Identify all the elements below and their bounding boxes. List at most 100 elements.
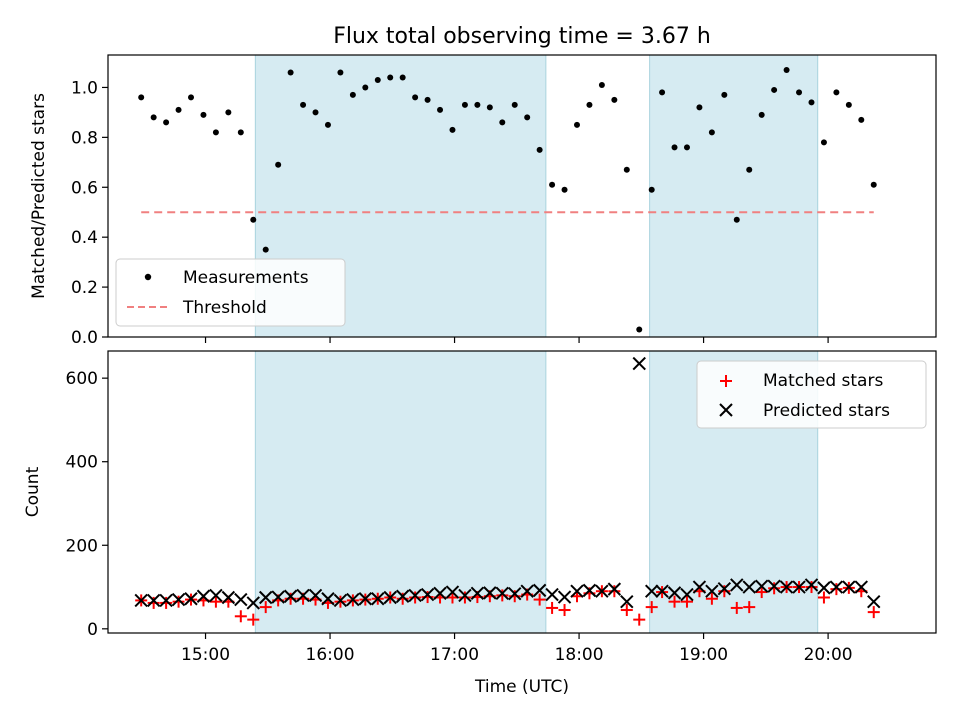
matched-star-point: [496, 589, 509, 602]
matched-star-point: [396, 592, 409, 605]
bottom-y-tick-label: 0: [87, 620, 98, 640]
predicted-star-stroke-b: [717, 582, 732, 596]
predicted-star-point: [804, 578, 819, 592]
bottom-y-tick-label: 200: [66, 536, 98, 556]
predicted-star-stroke-b: [283, 589, 298, 603]
predicted-star-stroke-b: [296, 588, 310, 603]
predicted-star-stroke-b: [321, 592, 335, 606]
measurement-point: [163, 119, 170, 126]
top-legend: Measurements Threshold: [115, 258, 346, 327]
predicted-star-stroke-b: [620, 594, 634, 609]
predicted-star-stroke-b: [595, 584, 609, 598]
predicted-star-stroke-b: [159, 593, 173, 608]
predicted-star-point: [470, 586, 485, 601]
predicted-star-point: [730, 578, 744, 592]
measurement-point: [237, 129, 244, 136]
predicted-star-stroke-b: [854, 580, 869, 594]
predicted-star-stroke-b: [705, 584, 719, 598]
measurement-point: [499, 119, 506, 126]
matched-star-point: [421, 591, 434, 604]
predicted-star-stroke-b: [767, 579, 781, 593]
measurement-point: [586, 101, 593, 108]
measurement-point: [225, 109, 232, 116]
predicted-star-stroke-b: [171, 592, 186, 607]
predicted-star-point: [408, 588, 422, 603]
measurement-point: [188, 94, 195, 101]
top-x-axis-ticks: [204, 337, 829, 343]
matched-star-point: [533, 593, 546, 606]
bottom-shaded-regions: [254, 350, 819, 634]
predicted-star-stroke-b: [358, 592, 373, 606]
predicted-star-point: [346, 592, 360, 607]
predicted-star-stroke-b: [470, 586, 485, 601]
matched-star-point: [705, 592, 718, 605]
matched-star-point: [172, 595, 185, 608]
predicted-star-point: [458, 588, 472, 603]
matched-star-point: [743, 601, 756, 614]
predicted-star-stroke-b: [221, 590, 236, 605]
measurement-point: [808, 99, 815, 106]
measurement-point: [511, 101, 518, 108]
predicted-star-point: [607, 582, 622, 596]
measurement-point: [648, 186, 655, 193]
legend-predicted-label: Predicted stars: [763, 401, 890, 421]
measurement-point: [212, 129, 219, 136]
measurement-point: [524, 114, 531, 121]
predicted-star-point: [767, 579, 781, 593]
predicted-star-stroke-b: [333, 593, 348, 608]
predicted-star-stroke-b: [644, 584, 659, 598]
measurement-point: [623, 166, 630, 173]
matched-star-point: [546, 601, 559, 614]
measurement-point: [312, 109, 319, 116]
measurement-point: [461, 101, 468, 108]
top-data-marks: [138, 66, 877, 333]
x-tick-label: 17:00: [430, 645, 479, 665]
predicted-star-stroke-b: [234, 592, 248, 607]
predicted-star-stroke-b: [408, 588, 422, 603]
measurement-point: [437, 106, 444, 113]
predicted-star-point: [433, 586, 447, 601]
predicted-star-stroke-b: [817, 581, 831, 595]
measurement-point: [200, 111, 207, 118]
bottom-y-tick-label: 600: [66, 369, 98, 389]
predicted-star-stroke-b: [308, 588, 323, 603]
bottom-y-axis-ticks: 0 200 400 600: [66, 369, 108, 640]
x-tick-label: 19:00: [679, 645, 728, 665]
predicted-star-stroke-b: [134, 593, 148, 608]
predicted-star-stroke-b: [829, 580, 844, 594]
predicted-star-point: [246, 596, 260, 610]
matched-star-point: [817, 591, 830, 604]
matched-star-point: [633, 613, 646, 626]
predicted-star-point: [209, 588, 223, 603]
predicted-star-stroke-b: [383, 590, 397, 605]
matched-star-point: [608, 585, 621, 598]
predicted-star-point: [829, 580, 844, 594]
top-y-tick-label: 1.0: [71, 78, 98, 98]
predicted-star-point: [644, 584, 659, 598]
predicted-star-point: [508, 587, 522, 601]
measurement-point: [399, 74, 406, 81]
predicted-star-stroke-b: [779, 580, 794, 594]
predicted-star-point: [717, 582, 732, 596]
matched-star-point: [458, 591, 471, 604]
matched-star-point: [446, 591, 459, 604]
matched-star-point: [730, 601, 743, 614]
bottom-y-tick-label: 400: [66, 453, 98, 473]
legend-matched-marker: [720, 375, 732, 387]
measurement-point: [870, 181, 877, 188]
matched-star-point: [620, 604, 633, 617]
top-y-tick-label: 0.4: [71, 228, 98, 248]
measurement-point: [138, 94, 145, 101]
matched-star-point: [409, 591, 422, 604]
measurement-point: [175, 106, 182, 113]
measurement-point: [362, 84, 369, 91]
legend-predicted-marker: [719, 403, 733, 417]
top-legend-box: [115, 258, 346, 327]
bottom-legend: Matched stars Predicted stars: [696, 360, 927, 429]
predicted-star-stroke-b: [395, 589, 410, 603]
top-y-axis-ticks: 0.0 0.2 0.4 0.6 0.8 1.0: [71, 78, 108, 348]
measurement-point: [349, 91, 356, 98]
measurement-point: [733, 216, 740, 223]
predicted-star-stroke-b: [667, 586, 682, 600]
matched-star-point: [558, 604, 571, 617]
